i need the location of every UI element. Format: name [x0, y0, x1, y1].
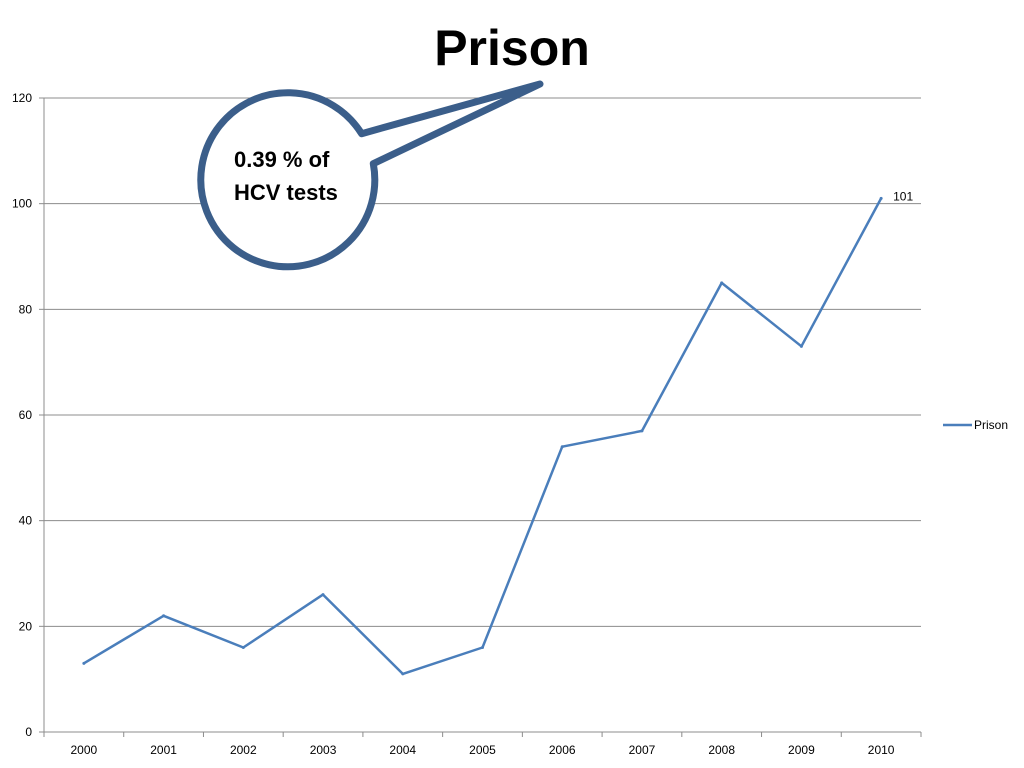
data-point	[879, 196, 883, 200]
callout-line-2: HCV tests	[234, 180, 338, 205]
y-tick-label: 120	[12, 91, 32, 105]
x-tick-label: 2005	[469, 743, 496, 757]
x-axis-ticks: 2000 2001 2002 2003 2004 2005 2006 2007 2008 2009…	[43, 732, 922, 757]
legend: Prison	[943, 418, 1008, 432]
data-point	[401, 672, 405, 676]
x-tick-label: 2006	[549, 743, 576, 757]
callout-shape	[197, 80, 544, 271]
x-tick-label: 2002	[230, 743, 257, 757]
data-point	[720, 281, 724, 285]
series-line-prison	[83, 197, 883, 676]
x-tick-label: 2004	[389, 743, 416, 757]
x-tick-label: 2009	[788, 743, 815, 757]
data-point	[799, 344, 803, 348]
y-tick-label: 20	[19, 619, 33, 633]
y-axis-ticks: 0 20 40 60 80 100 120	[12, 91, 44, 739]
data-point	[640, 429, 644, 433]
x-tick-label: 2008	[708, 743, 735, 757]
x-tick-label: 2007	[629, 743, 656, 757]
data-point	[321, 593, 325, 597]
data-label: 101	[893, 189, 913, 203]
x-tick-label: 2001	[150, 743, 177, 757]
y-tick-label: 0	[25, 725, 32, 739]
gridlines	[44, 97, 921, 627]
data-point	[162, 614, 166, 618]
y-tick-label: 80	[19, 302, 33, 316]
callout-line-1: 0.39 % of	[234, 147, 330, 172]
legend-label-prison: Prison	[974, 418, 1008, 432]
data-point	[241, 645, 245, 649]
data-point	[560, 445, 564, 449]
series-lines	[82, 196, 883, 676]
data-point	[481, 645, 484, 649]
chart-title: Prison	[434, 20, 590, 76]
x-tick-label: 2000	[71, 743, 98, 757]
y-tick-label: 100	[12, 197, 32, 211]
data-labels: 101	[893, 189, 913, 203]
y-tick-label: 40	[19, 514, 33, 528]
data-point	[82, 661, 86, 665]
y-tick-label: 60	[19, 408, 33, 422]
callout-bubble: 0.39 % of HCV tests	[197, 80, 544, 271]
x-tick-label: 2003	[310, 743, 337, 757]
x-tick-label: 2010	[868, 743, 895, 757]
